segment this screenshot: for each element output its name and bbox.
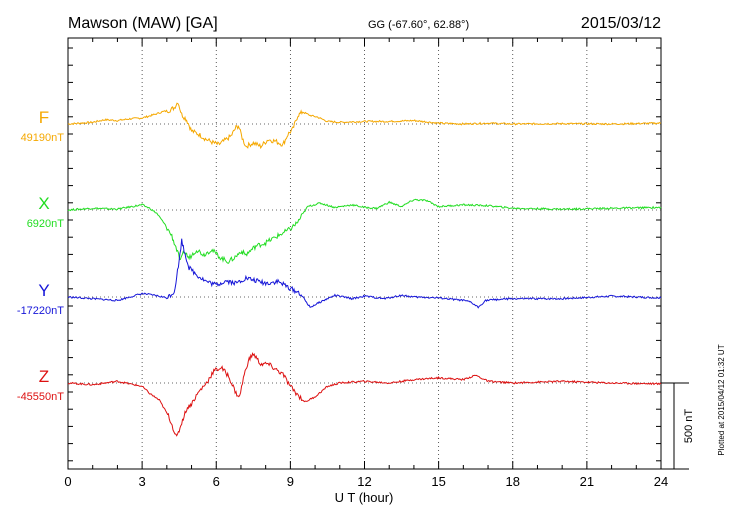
tick-layer: 0 3 6 9 12 15 18 21 24 [64, 38, 668, 489]
date-label: 2015/03/12 [581, 15, 661, 32]
x-tick-label: 15 [431, 474, 445, 489]
baseline-label-z: -45550nT [17, 391, 64, 403]
baseline-label-f: 49190nT [21, 132, 65, 144]
series-name-x: X [38, 194, 49, 213]
baseline-label-x: 6920nT [27, 218, 65, 230]
x-tick-label: 18 [506, 474, 520, 489]
baseline-label-y: -17220nT [17, 305, 64, 317]
series-name-y: Y [38, 281, 49, 300]
grid-layer [68, 38, 661, 469]
x-tick-label: 9 [287, 474, 294, 489]
x-tick-label: 6 [213, 474, 220, 489]
series-line-y [67, 238, 662, 309]
series-line-x [67, 198, 662, 264]
scale-bar-label: 500 nT [683, 409, 695, 444]
x-tick-label: 3 [139, 474, 146, 489]
station-title: Mawson (MAW) [GA] [68, 15, 218, 32]
series-name-z: Z [39, 367, 49, 386]
label-layer: F 49190nT X 6920nT Y -17220nT Z -45550nT [17, 108, 64, 403]
x-axis-title: U T (hour) [335, 490, 394, 505]
x-tick-label: 24 [654, 474, 668, 489]
plotted-at-stamp: Plotted at 2015/04/12 01:32 UT [717, 344, 726, 455]
series-name-f: F [39, 108, 49, 127]
coordinates-label: GG (-67.60°, 62.88°) [368, 19, 469, 31]
scale-bar: 500 nT [661, 382, 695, 470]
x-tick-label: 12 [357, 474, 371, 489]
series-line-z [67, 351, 662, 437]
x-tick-label: 21 [580, 474, 594, 489]
series-line-f [67, 102, 662, 150]
series-layer [67, 102, 662, 437]
x-tick-label: 0 [64, 474, 71, 489]
